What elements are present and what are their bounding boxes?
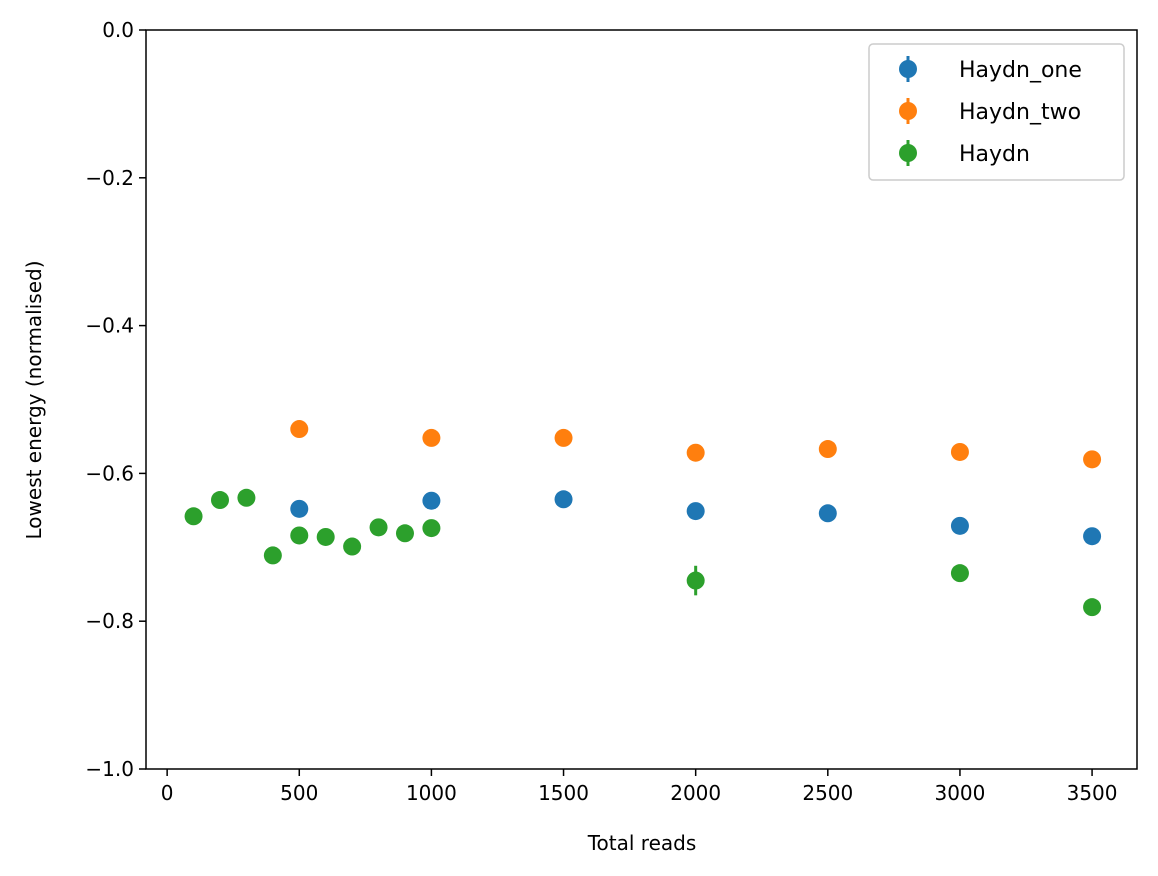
data-point — [950, 442, 969, 461]
plot-frame — [145, 29, 1138, 770]
data-point — [184, 507, 203, 526]
y-tick-label: −0.2 — [85, 166, 134, 190]
data-point — [343, 537, 362, 556]
data-point — [210, 491, 229, 510]
plot-area — [184, 420, 1102, 617]
y-tick-label: 0.0 — [102, 18, 134, 42]
series-haydn — [184, 488, 1102, 617]
data-point — [554, 428, 573, 447]
series-haydn-two — [290, 420, 1102, 469]
data-point — [1083, 527, 1102, 546]
legend-marker — [899, 60, 917, 78]
data-point — [290, 526, 309, 545]
data-point — [237, 488, 256, 507]
y-tick-label: −0.4 — [85, 314, 134, 338]
x-tick-label: 2500 — [802, 781, 853, 805]
data-point — [316, 527, 335, 546]
data-point — [422, 491, 441, 510]
x-tick-label: 0 — [161, 781, 174, 805]
legend-label: Haydn — [959, 142, 1030, 167]
legend: Haydn_one Haydn_two Haydn — [868, 43, 1125, 181]
data-point — [686, 502, 705, 521]
x-tick-label: 3000 — [934, 781, 985, 805]
legend-marker — [899, 144, 917, 162]
data-point — [818, 504, 837, 523]
x-tick-label: 3500 — [1067, 781, 1118, 805]
axes: 0 500 1000 1500 2000 2500 3000 3500 −1.0 −0.8 −0.6… — [85, 18, 1138, 805]
y-tick-label: −0.8 — [85, 609, 134, 633]
data-point — [950, 516, 969, 535]
series-haydn-one — [290, 490, 1102, 546]
data-point — [554, 490, 573, 509]
data-point — [686, 443, 705, 462]
data-point — [422, 519, 441, 538]
data-point — [290, 499, 309, 518]
x-tick-label: 2000 — [670, 781, 721, 805]
data-point — [395, 524, 414, 543]
data-point — [950, 564, 969, 583]
legend-label: Haydn_two — [959, 100, 1081, 125]
data-point — [1083, 598, 1102, 617]
legend-marker — [899, 102, 917, 120]
x-tick-label: 1500 — [538, 781, 589, 805]
x-tick-label: 500 — [280, 781, 318, 805]
y-tick-label: −1.0 — [85, 757, 134, 781]
x-tick-label: 1000 — [406, 781, 457, 805]
y-tick-label: −0.6 — [85, 461, 134, 485]
y-axis-title: Lowest energy (normalised) — [22, 260, 46, 539]
data-point — [818, 440, 837, 459]
data-point — [263, 546, 282, 565]
legend-box — [868, 43, 1125, 181]
data-point — [369, 518, 388, 537]
x-axis-title: Total reads — [587, 831, 697, 855]
data-point — [290, 420, 309, 439]
data-point — [686, 571, 705, 590]
data-point — [1083, 450, 1102, 469]
legend-label: Haydn_one — [959, 58, 1082, 83]
data-point — [422, 428, 441, 447]
